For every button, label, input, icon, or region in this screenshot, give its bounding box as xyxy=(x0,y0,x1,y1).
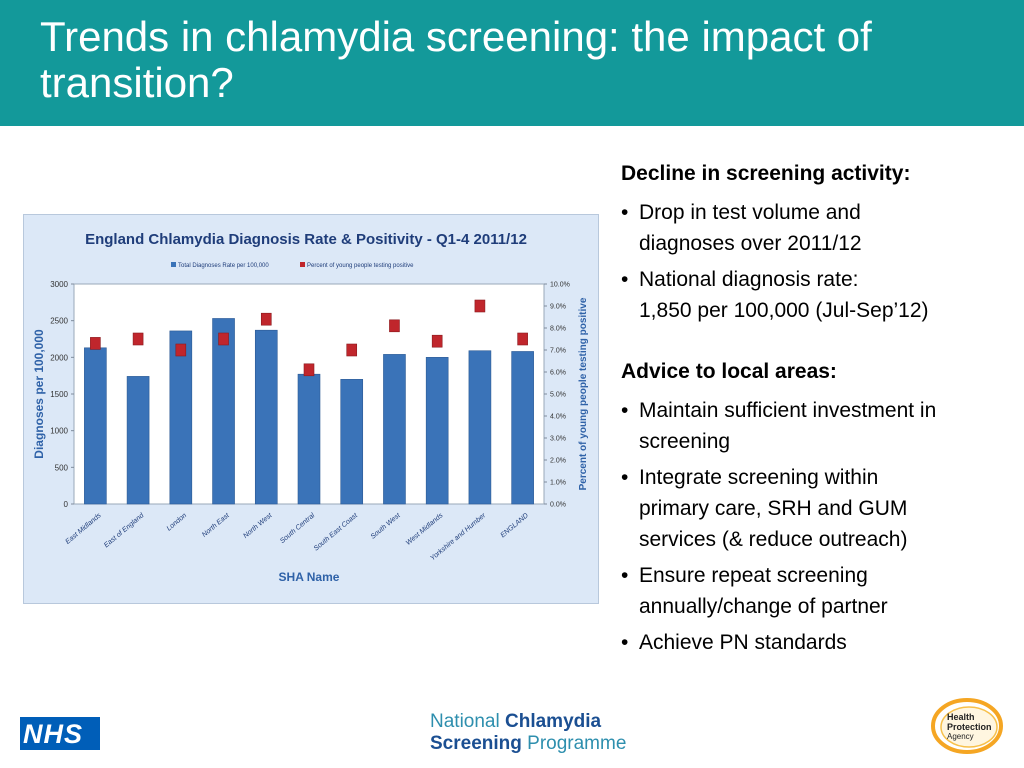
y2-axis-title: Percent of young people testing positive xyxy=(578,297,589,490)
bar xyxy=(340,379,364,505)
ncsp-line-2: Screening Programme xyxy=(430,733,626,755)
y2-tick-label: 3.0% xyxy=(550,436,566,443)
bullet-item: Ensure repeat screening annually/change … xyxy=(621,560,1016,622)
legend-swatch-marker xyxy=(300,262,305,267)
y-tick-label: 0 xyxy=(64,500,69,509)
ncsp-chlamydia: Chlamydia xyxy=(505,711,602,732)
chart-title: England Chlamydia Diagnosis Rate & Posit… xyxy=(85,231,527,248)
bullet-item: National diagnosis rate: 1,850 per 100,0… xyxy=(621,264,1016,326)
y-tick-label: 1500 xyxy=(50,390,68,399)
bullet-line: Ensure repeat screening xyxy=(639,564,868,587)
bar xyxy=(126,376,150,505)
bullet-line: Achieve PN standards xyxy=(639,631,847,654)
marker-point xyxy=(260,312,272,326)
chart-panel: England Chlamydia Diagnosis Rate & Posit… xyxy=(23,214,599,604)
bullet-line: Maintain sufficient investment in xyxy=(639,399,937,422)
bullet-list: Drop in test volume and diagnoses over 2… xyxy=(621,197,1016,326)
bullet-line: screening xyxy=(639,430,731,453)
bar xyxy=(468,350,492,505)
bar xyxy=(297,373,321,505)
bar xyxy=(84,347,107,505)
y2-tick-label: 7.0% xyxy=(550,348,566,355)
legend-label-marker: Percent of young people testing positive xyxy=(307,263,414,269)
y-tick-label: 2000 xyxy=(50,353,68,362)
bar xyxy=(169,330,193,505)
bullet-line: 1,850 per 100,000 (Jul-Sep’12) xyxy=(639,299,929,322)
legend-swatch-bar xyxy=(171,262,176,267)
bar xyxy=(425,357,449,505)
slide-title: Trends in chlamydia screening: the impac… xyxy=(40,13,872,106)
bullet-item: Maintain sufficient investment in screen… xyxy=(621,395,1016,457)
marker-point xyxy=(389,319,400,333)
y2-tick-label: 6.0% xyxy=(550,370,566,377)
y2-tick-label: 9.0% xyxy=(550,304,566,311)
y-axis-title: Diagnoses per 100,000 xyxy=(32,329,46,459)
y-tick-label: 500 xyxy=(55,463,69,472)
bullet-item: Integrate screening within primary care,… xyxy=(621,462,1016,555)
combo-chart: England Chlamydia Diagnosis Rate & Posit… xyxy=(23,214,599,604)
bullet-line: National diagnosis rate: xyxy=(639,268,859,291)
y-tick-label: 1000 xyxy=(50,427,68,436)
bar xyxy=(383,354,406,505)
y-tick-label: 3000 xyxy=(50,280,68,289)
hpa-text-3: Agency xyxy=(947,732,974,741)
y2-tick-label: 0.0% xyxy=(550,502,566,509)
bar xyxy=(254,329,278,505)
marker-point xyxy=(346,343,358,357)
y-tick-label: 2500 xyxy=(50,317,68,326)
marker-point xyxy=(132,332,144,346)
marker-point xyxy=(431,334,443,348)
y2-tick-label: 10.0% xyxy=(550,282,570,289)
nhs-logo-text: NHS xyxy=(23,719,84,749)
bar xyxy=(212,318,235,505)
bullet-line: annually/change of partner xyxy=(639,595,888,618)
hpa-logo: Health Protection Agency xyxy=(931,698,1003,754)
marker-point xyxy=(90,337,101,350)
y2-tick-label: 1.0% xyxy=(550,480,566,487)
y2-tick-label: 5.0% xyxy=(550,392,566,399)
title-bar: Trends in chlamydia screening: the impac… xyxy=(0,0,1024,126)
ncsp-national: National xyxy=(430,711,500,732)
text-panel: Decline in screening activity: Drop in t… xyxy=(621,160,1016,663)
ncsp-programme: Programme xyxy=(527,733,627,754)
bar xyxy=(511,351,534,505)
ncsp-logo: National Chlamydia Screening Programme xyxy=(430,711,626,755)
x-axis-title: SHA Name xyxy=(279,570,340,584)
hpa-text-2: Protection xyxy=(947,722,992,732)
bullet-list: Maintain sufficient investment in screen… xyxy=(621,395,1016,658)
bullet-item: Drop in test volume and diagnoses over 2… xyxy=(621,197,1016,259)
y2-tick-label: 2.0% xyxy=(550,458,566,465)
nhs-logo: NHS xyxy=(20,717,100,750)
marker-point xyxy=(175,343,187,357)
section-advice: Advice to local areas: Maintain sufficie… xyxy=(621,358,1016,658)
ncsp-screening: Screening xyxy=(430,733,522,754)
ncsp-line-1: National Chlamydia xyxy=(430,711,626,733)
legend-label-bar: Total Diagnoses Rate per 100,000 xyxy=(178,263,269,269)
section-heading: Decline in screening activity: xyxy=(621,162,911,185)
hpa-logo-ring xyxy=(931,698,1003,754)
bullet-item: Achieve PN standards xyxy=(621,627,1016,658)
marker-point xyxy=(303,363,315,377)
y2-tick-label: 4.0% xyxy=(550,414,566,421)
bullet-line: Drop in test volume and xyxy=(639,201,861,224)
bullet-line: services (& reduce outreach) xyxy=(639,528,908,551)
hpa-text-1: Health xyxy=(947,712,975,722)
bullet-line: primary care, SRH and GUM xyxy=(639,497,908,520)
section-decline: Decline in screening activity: Drop in t… xyxy=(621,160,1016,326)
marker-point xyxy=(218,332,229,346)
marker-point xyxy=(474,299,486,313)
bullet-line: diagnoses over 2011/12 xyxy=(639,232,862,255)
marker-point xyxy=(517,332,528,346)
hpa-logo-inner xyxy=(940,706,998,748)
section-heading: Advice to local areas: xyxy=(621,360,837,383)
y2-tick-label: 8.0% xyxy=(550,326,566,333)
bullet-line: Integrate screening within xyxy=(639,466,879,489)
